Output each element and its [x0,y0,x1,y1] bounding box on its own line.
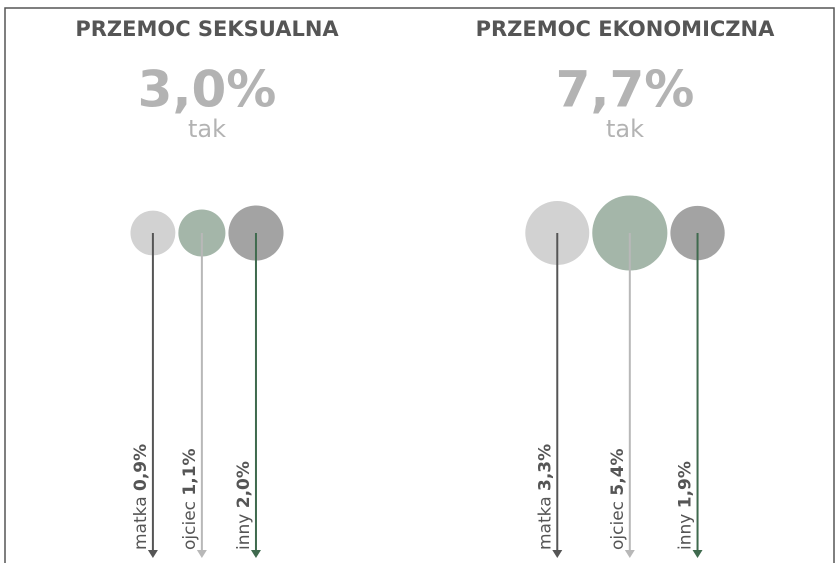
panel-title: PRZEMOC SEKSUALNA [75,17,339,41]
arrow-head [624,550,635,558]
category-label: matka [131,496,151,550]
bubble-label: ojciec 1,1% [180,448,200,550]
arrow-head [552,550,563,558]
bubble-label: matka 3,3% [535,444,555,550]
category-label: inny [234,514,254,550]
arrow-head [692,550,703,558]
total-subtitle: tak [188,115,226,143]
value-label: 5,4% [608,448,628,495]
category-label: ojciec [608,501,628,550]
bubble-label: inny 2,0% [234,461,254,550]
value-label: 1,1% [180,448,200,495]
value-label: 2,0% [234,461,254,508]
value-label: 1,9% [676,461,696,508]
total-value: 3,0% [138,61,277,119]
bubble-label: ojciec 5,4% [608,448,628,550]
category-label: inny [676,514,696,550]
panel-title: PRZEMOC EKONOMICZNA [476,17,775,41]
total-value: 7,7% [556,61,695,119]
arrow-head [196,550,207,558]
arrow-head [250,550,261,558]
arrow-head [147,550,158,558]
frame [4,7,835,563]
bubble-label: inny 1,9% [676,461,696,550]
total-subtitle: tak [606,115,644,143]
value-label: 3,3% [535,444,555,491]
category-label: ojciec [180,501,200,550]
value-label: 0,9% [131,444,151,491]
bubble-label: matka 0,9% [131,444,151,550]
category-label: matka [535,496,555,550]
